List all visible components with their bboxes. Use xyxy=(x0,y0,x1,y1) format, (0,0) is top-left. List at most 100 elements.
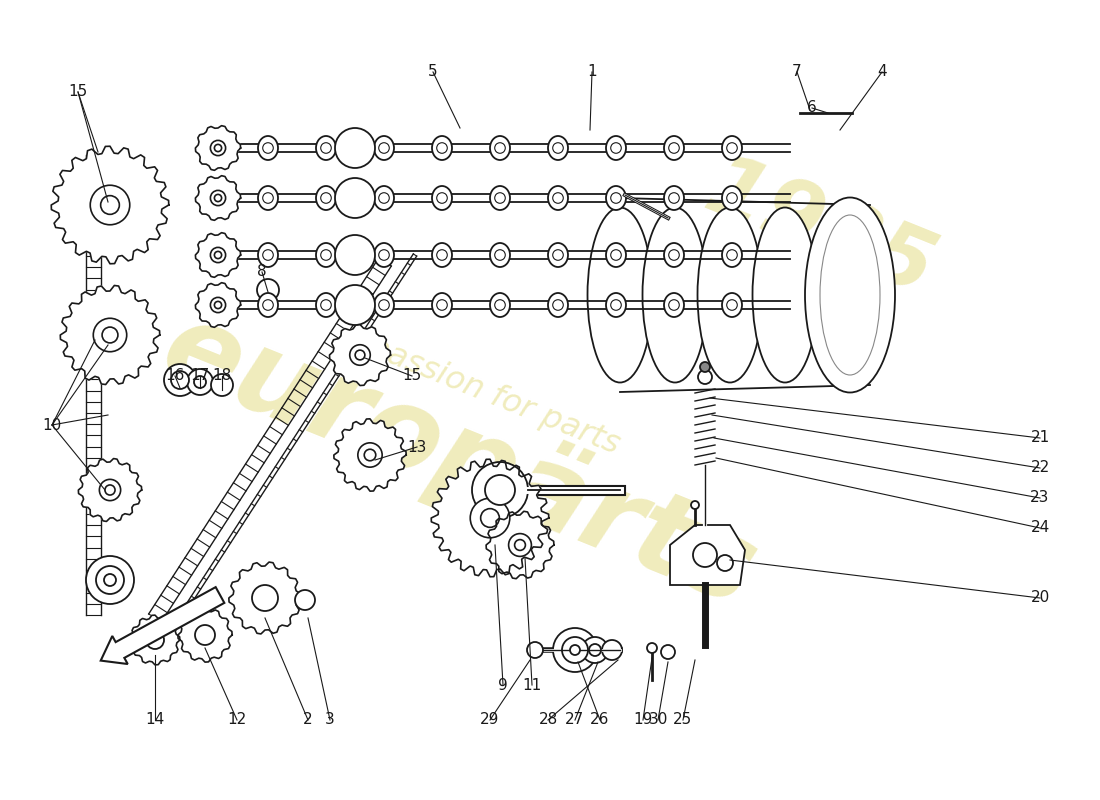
Text: 7: 7 xyxy=(792,65,802,79)
Circle shape xyxy=(582,637,608,663)
Ellipse shape xyxy=(722,136,742,160)
Polygon shape xyxy=(229,562,301,634)
Circle shape xyxy=(570,645,580,655)
Circle shape xyxy=(196,626,214,644)
Circle shape xyxy=(669,250,680,260)
Ellipse shape xyxy=(374,136,394,160)
Circle shape xyxy=(295,590,315,610)
Circle shape xyxy=(553,628,597,672)
Text: 29: 29 xyxy=(481,713,499,727)
Circle shape xyxy=(610,193,621,203)
Circle shape xyxy=(552,300,563,310)
Text: 18: 18 xyxy=(212,369,232,383)
Text: 28: 28 xyxy=(538,713,558,727)
Ellipse shape xyxy=(752,207,817,382)
Circle shape xyxy=(378,142,389,154)
Ellipse shape xyxy=(490,293,510,317)
Ellipse shape xyxy=(258,293,278,317)
Ellipse shape xyxy=(548,243,568,267)
Circle shape xyxy=(321,142,331,154)
Ellipse shape xyxy=(490,243,510,267)
Circle shape xyxy=(104,574,116,586)
Circle shape xyxy=(263,250,273,260)
Ellipse shape xyxy=(722,293,742,317)
Polygon shape xyxy=(130,615,180,665)
Circle shape xyxy=(669,142,680,154)
Circle shape xyxy=(495,193,505,203)
Circle shape xyxy=(211,374,233,396)
Polygon shape xyxy=(52,146,168,264)
Ellipse shape xyxy=(258,136,278,160)
Circle shape xyxy=(669,193,680,203)
Circle shape xyxy=(263,300,273,310)
Ellipse shape xyxy=(432,243,452,267)
Ellipse shape xyxy=(548,136,568,160)
Ellipse shape xyxy=(316,186,336,210)
Polygon shape xyxy=(330,325,390,386)
Circle shape xyxy=(552,142,563,154)
Circle shape xyxy=(437,193,448,203)
Circle shape xyxy=(378,193,389,203)
Circle shape xyxy=(336,285,375,325)
Ellipse shape xyxy=(606,243,626,267)
Polygon shape xyxy=(196,126,241,170)
Ellipse shape xyxy=(664,243,684,267)
Circle shape xyxy=(610,142,621,154)
Ellipse shape xyxy=(316,136,336,160)
Circle shape xyxy=(508,534,531,557)
Ellipse shape xyxy=(664,293,684,317)
Ellipse shape xyxy=(606,293,626,317)
Circle shape xyxy=(195,625,214,645)
Text: 30: 30 xyxy=(648,713,668,727)
Circle shape xyxy=(260,592,271,604)
Circle shape xyxy=(321,193,331,203)
Circle shape xyxy=(437,142,448,154)
Ellipse shape xyxy=(805,198,895,393)
Circle shape xyxy=(257,279,279,301)
Text: 13: 13 xyxy=(407,439,427,454)
Ellipse shape xyxy=(258,243,278,267)
Circle shape xyxy=(146,632,164,648)
Circle shape xyxy=(717,555,733,571)
Text: 20: 20 xyxy=(1031,590,1049,606)
Text: 21: 21 xyxy=(1031,430,1049,446)
Text: 2: 2 xyxy=(304,713,312,727)
FancyArrow shape xyxy=(101,587,224,664)
Text: 14: 14 xyxy=(145,713,165,727)
Circle shape xyxy=(610,250,621,260)
Ellipse shape xyxy=(527,642,543,658)
Circle shape xyxy=(100,196,120,214)
Circle shape xyxy=(364,450,376,461)
Polygon shape xyxy=(431,459,549,577)
Circle shape xyxy=(210,247,225,262)
Circle shape xyxy=(661,645,675,659)
Text: 8: 8 xyxy=(257,265,267,279)
Text: 25: 25 xyxy=(673,713,693,727)
Circle shape xyxy=(194,376,206,388)
Circle shape xyxy=(552,250,563,260)
Circle shape xyxy=(96,566,124,594)
Ellipse shape xyxy=(490,186,510,210)
Polygon shape xyxy=(78,458,142,522)
Polygon shape xyxy=(333,419,406,491)
Circle shape xyxy=(336,178,375,218)
Ellipse shape xyxy=(316,293,336,317)
Circle shape xyxy=(495,142,505,154)
Polygon shape xyxy=(196,282,241,327)
Circle shape xyxy=(693,543,717,567)
Circle shape xyxy=(321,250,331,260)
Circle shape xyxy=(727,193,737,203)
Circle shape xyxy=(336,128,375,168)
Circle shape xyxy=(214,251,221,258)
Ellipse shape xyxy=(820,215,880,375)
Circle shape xyxy=(647,643,657,653)
Circle shape xyxy=(99,479,121,501)
Ellipse shape xyxy=(722,186,742,210)
Ellipse shape xyxy=(587,207,652,382)
Circle shape xyxy=(727,142,737,154)
Circle shape xyxy=(263,142,273,154)
Text: 22: 22 xyxy=(1031,461,1049,475)
Circle shape xyxy=(515,540,526,550)
Circle shape xyxy=(210,190,225,206)
Circle shape xyxy=(562,637,588,663)
